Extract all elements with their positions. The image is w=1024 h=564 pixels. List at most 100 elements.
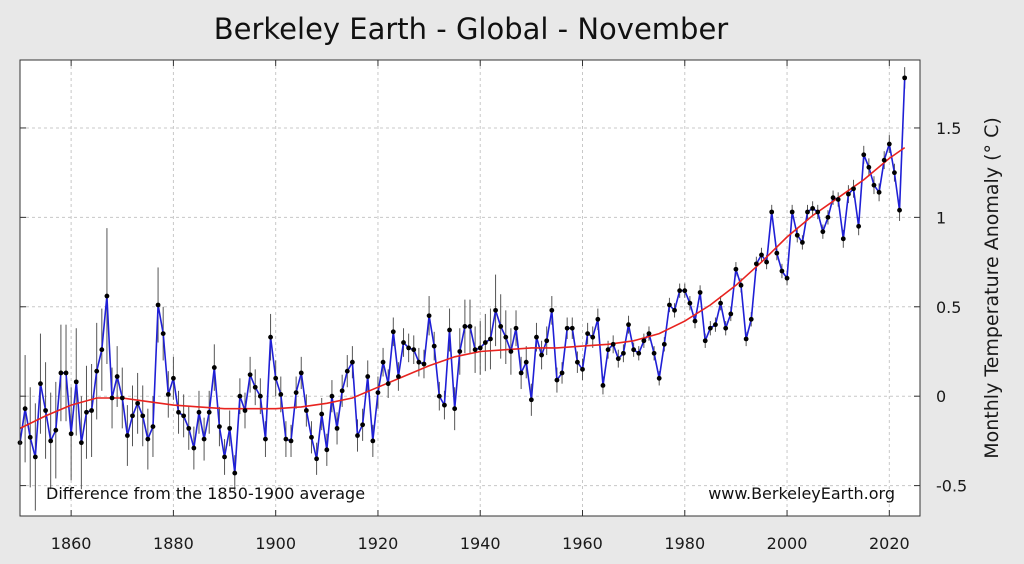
data-point xyxy=(892,170,897,176)
data-point xyxy=(482,340,488,345)
data-point xyxy=(513,325,519,331)
data-point xyxy=(99,347,105,353)
plot-area xyxy=(20,60,920,516)
data-point xyxy=(140,413,146,419)
y-axis-label: Monthly Temperature Anomaly (° C) xyxy=(981,117,1003,459)
data-point xyxy=(667,302,672,308)
data-point xyxy=(227,425,233,431)
data-point xyxy=(201,436,207,442)
x-tick-label: 1880 xyxy=(153,534,194,553)
data-point xyxy=(539,352,544,358)
data-point xyxy=(283,436,289,442)
data-point xyxy=(488,336,493,342)
data-point xyxy=(462,324,468,329)
data-point xyxy=(89,408,94,413)
data-point xyxy=(278,392,284,397)
baseline-annotation: Difference from the 1850-1900 average xyxy=(46,484,365,503)
y-tick-label: -0.5 xyxy=(936,477,967,496)
data-point xyxy=(794,232,800,238)
data-point xyxy=(181,413,187,419)
data-point xyxy=(559,370,565,376)
source-annotation: www.BerkeleyEarth.org xyxy=(708,484,895,503)
x-tick-label: 1920 xyxy=(358,534,399,553)
data-point xyxy=(707,325,713,331)
data-point xyxy=(78,440,84,446)
data-point xyxy=(186,425,192,431)
data-point xyxy=(621,350,626,356)
x-tick-label: 1940 xyxy=(460,534,501,553)
data-point xyxy=(150,424,156,429)
data-point xyxy=(191,445,197,451)
data-point xyxy=(206,409,212,415)
x-tick-label: 1960 xyxy=(562,534,603,553)
data-point xyxy=(764,259,769,265)
data-point xyxy=(830,195,836,201)
data-point xyxy=(646,331,652,336)
data-point xyxy=(324,447,330,453)
data-point xyxy=(160,331,166,336)
data-point xyxy=(360,422,366,428)
data-point xyxy=(319,411,325,417)
data-point xyxy=(84,409,89,415)
data-point xyxy=(508,349,514,354)
data-point xyxy=(574,359,580,365)
data-point xyxy=(580,366,585,372)
data-point xyxy=(298,370,304,376)
data-point xyxy=(651,350,657,356)
data-point xyxy=(595,316,601,322)
data-point xyxy=(375,390,381,396)
data-point xyxy=(544,338,550,344)
data-point xyxy=(835,197,841,202)
data-point xyxy=(370,438,376,444)
data-point xyxy=(518,370,524,376)
chart-title: Berkeley Earth - Global - November xyxy=(214,12,729,46)
data-point xyxy=(564,325,570,331)
data-point xyxy=(334,425,340,431)
data-point xyxy=(288,438,294,444)
data-point xyxy=(43,408,48,413)
data-point xyxy=(339,388,345,394)
data-point xyxy=(257,393,263,399)
data-point xyxy=(293,390,299,396)
data-point xyxy=(554,377,560,383)
data-point xyxy=(815,209,821,215)
data-point xyxy=(687,300,693,306)
data-point xyxy=(656,375,662,381)
data-point xyxy=(682,288,688,294)
data-point xyxy=(53,427,59,433)
data-point xyxy=(329,393,335,399)
data-point xyxy=(263,436,268,442)
data-point xyxy=(840,236,846,242)
data-point xyxy=(401,340,406,345)
data-point xyxy=(631,347,637,353)
data-point xyxy=(861,152,867,158)
data-point xyxy=(728,311,734,317)
data-point xyxy=(268,334,273,340)
data-point xyxy=(22,406,28,412)
x-tick-label: 2000 xyxy=(767,534,808,553)
x-tick-label: 1900 xyxy=(255,534,296,553)
data-point xyxy=(411,347,417,353)
data-point xyxy=(876,189,882,195)
data-point xyxy=(472,347,478,353)
data-point xyxy=(641,338,647,344)
y-tick-label: 1 xyxy=(936,208,946,227)
data-point xyxy=(851,186,856,192)
data-point xyxy=(886,141,892,147)
data-point xyxy=(303,408,309,413)
data-point xyxy=(73,379,79,385)
data-point xyxy=(825,214,831,220)
data-point xyxy=(247,372,253,378)
data-point xyxy=(426,313,432,319)
data-point xyxy=(820,229,826,235)
y-tick-label: 1.5 xyxy=(936,119,961,138)
data-point xyxy=(114,374,120,379)
x-tick-label: 1860 xyxy=(51,534,92,553)
data-point xyxy=(130,413,135,419)
data-point xyxy=(32,454,38,460)
data-point xyxy=(549,307,555,313)
data-point xyxy=(585,331,591,336)
data-point xyxy=(237,393,243,399)
data-point xyxy=(856,223,862,229)
